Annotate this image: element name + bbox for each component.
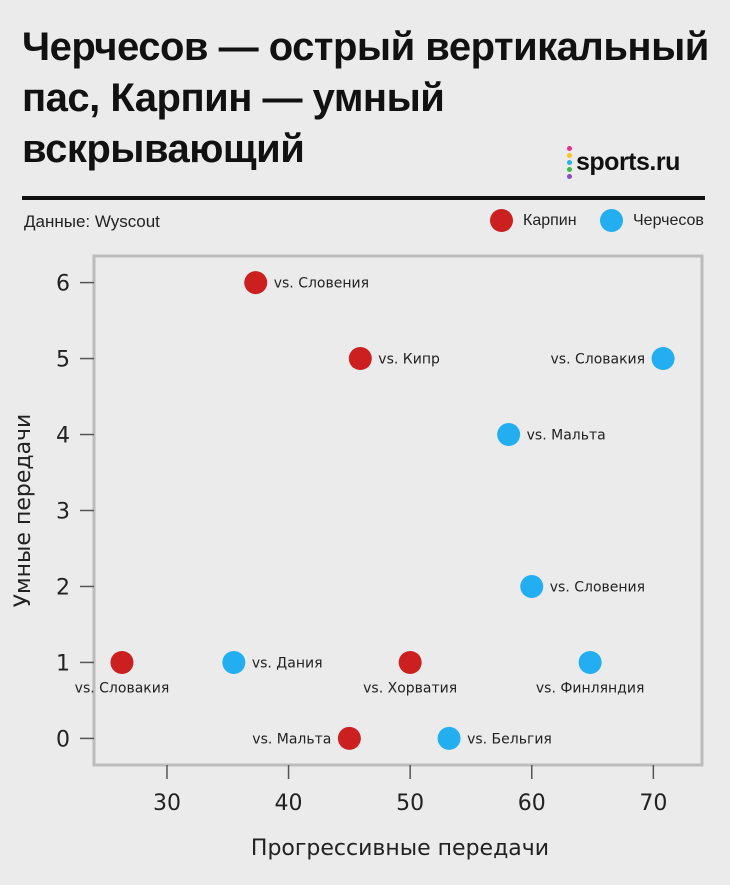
point-label: vs. Бельгия [467, 731, 552, 747]
point-label: vs. Кипр [378, 352, 440, 368]
point-karpin [337, 726, 361, 750]
y-tick-label: 1 [56, 651, 70, 676]
x-tick-label: 70 [639, 791, 667, 816]
point-label: vs. Дания [252, 655, 323, 671]
point-label: vs. Хорватия [363, 680, 457, 696]
logo-dot [567, 174, 572, 179]
title-line-2: пас, Карпин — умный [22, 76, 445, 120]
logo-dot [567, 160, 572, 165]
sports-ru-logo: sports.ru [567, 146, 680, 179]
y-tick-label: 0 [56, 727, 70, 752]
point-label: vs. Словения [274, 276, 369, 292]
y-tick-label: 2 [56, 575, 70, 600]
legend-item-karpin: Карпин [490, 209, 577, 232]
point-cherchesov [497, 423, 521, 447]
point-label: vs. Словения [550, 579, 645, 595]
chart-title: Черчесов — острый вертикальный пас, Карп… [22, 22, 712, 175]
y-tick-label: 3 [56, 500, 70, 525]
y-tick-label: 6 [56, 272, 70, 297]
point-label: vs. Словакия [551, 352, 646, 368]
x-axis-title: Прогрессивные передачи [251, 836, 549, 861]
y-axis-title: Умные передачи [11, 414, 36, 608]
logo-dots-icon [567, 146, 572, 179]
point-karpin [398, 650, 422, 674]
point-cherchesov [520, 574, 544, 598]
x-tick-label: 50 [396, 791, 424, 816]
x-tick-label: 40 [275, 791, 303, 816]
logo-dot [567, 153, 572, 158]
point-karpin [348, 347, 372, 371]
logo-text: sports.ru [576, 148, 680, 176]
point-karpin [110, 650, 134, 674]
legend-marker-cherchesov [600, 209, 623, 232]
legend-label-cherchesov: Черчесов [633, 211, 704, 229]
point-cherchesov [651, 347, 675, 371]
x-tick-label: 30 [153, 791, 181, 816]
legend-label-karpin: Карпин [523, 211, 577, 229]
point-label: vs. Словакия [75, 680, 170, 696]
point-cherchesov [437, 726, 461, 750]
logo-dot [567, 146, 572, 151]
title-line-3: вскрывающий [22, 127, 305, 171]
y-tick-label: 4 [56, 424, 70, 449]
x-tick-label: 60 [518, 791, 546, 816]
point-label: vs. Мальта [527, 428, 606, 444]
legend-marker-karpin [490, 209, 513, 232]
point-cherchesov [578, 650, 602, 674]
title-line-1: Черчесов — острый вертикальный [22, 25, 709, 69]
point-karpin [244, 271, 268, 295]
legend-item-cherchesov: Черчесов [600, 209, 704, 232]
logo-dot [567, 167, 572, 172]
y-tick-label: 5 [56, 348, 70, 373]
data-source: Данные: Wyscout [24, 212, 160, 231]
point-cherchesov [222, 650, 246, 674]
point-label: vs. Финляндия [536, 680, 645, 696]
title-divider [22, 196, 705, 200]
point-label: vs. Мальта [252, 731, 331, 747]
